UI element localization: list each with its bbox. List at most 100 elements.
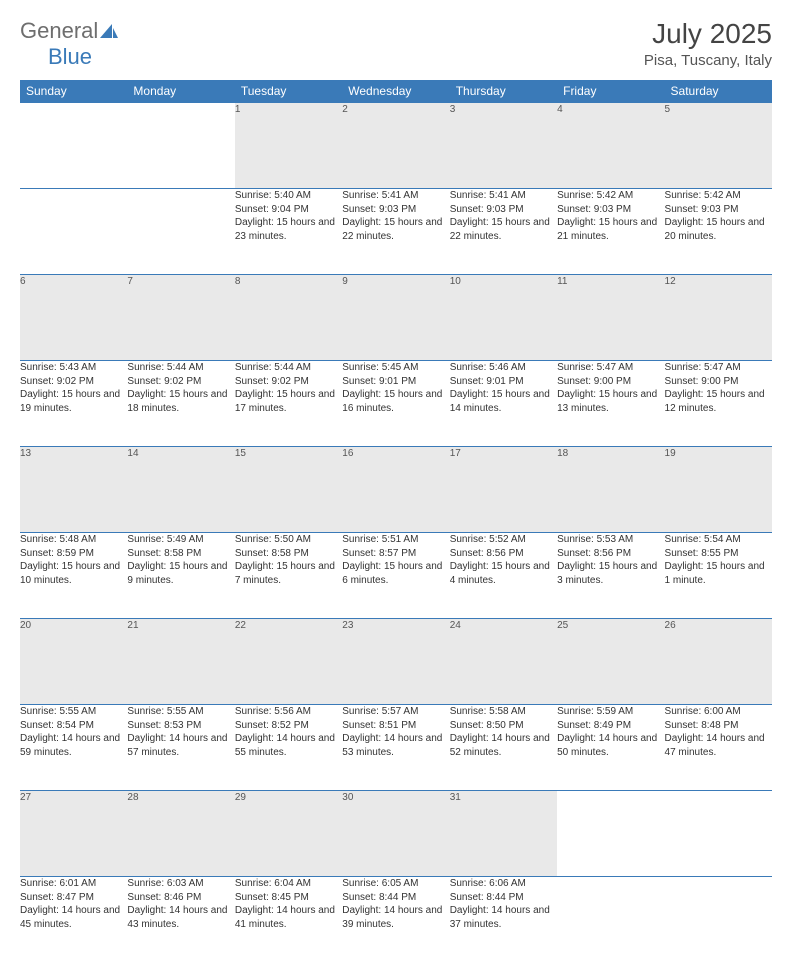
- day-cell: [557, 877, 664, 963]
- sunrise-line: Sunrise: 5:55 AM: [127, 705, 234, 719]
- day-content-row: Sunrise: 5:48 AMSunset: 8:59 PMDaylight:…: [20, 533, 772, 619]
- day-content-row: Sunrise: 5:55 AMSunset: 8:54 PMDaylight:…: [20, 705, 772, 791]
- sunset-line: Sunset: 8:44 PM: [450, 891, 557, 905]
- sunset-line: Sunset: 8:46 PM: [127, 891, 234, 905]
- day-cell: Sunrise: 5:42 AMSunset: 9:03 PMDaylight:…: [557, 189, 664, 275]
- day-cell: Sunrise: 5:53 AMSunset: 8:56 PMDaylight:…: [557, 533, 664, 619]
- day-number: 9: [342, 275, 449, 361]
- sunrise-line: Sunrise: 5:52 AM: [450, 533, 557, 547]
- day-cell: Sunrise: 5:41 AMSunset: 9:03 PMDaylight:…: [450, 189, 557, 275]
- sunrise-line: Sunrise: 5:45 AM: [342, 361, 449, 375]
- sunrise-line: Sunrise: 5:53 AM: [557, 533, 664, 547]
- day-number: 27: [20, 791, 127, 877]
- daylight-line: Daylight: 14 hours and 55 minutes.: [235, 732, 342, 759]
- daylight-line: Daylight: 15 hours and 1 minute.: [665, 560, 772, 587]
- day-cell: Sunrise: 5:42 AMSunset: 9:03 PMDaylight:…: [665, 189, 772, 275]
- sunrise-line: Sunrise: 5:41 AM: [450, 189, 557, 203]
- sunrise-line: Sunrise: 6:01 AM: [20, 877, 127, 891]
- daylight-line: Daylight: 14 hours and 50 minutes.: [557, 732, 664, 759]
- day-number: 12: [665, 275, 772, 361]
- col-friday: Friday: [557, 80, 664, 103]
- logo-sail-icon: [100, 18, 118, 32]
- daylight-line: Daylight: 15 hours and 12 minutes.: [665, 388, 772, 415]
- day-number-row: 6789101112: [20, 275, 772, 361]
- day-number: 5: [665, 103, 772, 189]
- page-subtitle: Pisa, Tuscany, Italy: [644, 52, 772, 69]
- sunset-line: Sunset: 9:03 PM: [342, 203, 449, 217]
- col-sunday: Sunday: [20, 80, 127, 103]
- day-number: 10: [450, 275, 557, 361]
- day-content-row: Sunrise: 5:40 AMSunset: 9:04 PMDaylight:…: [20, 189, 772, 275]
- day-cell: Sunrise: 5:54 AMSunset: 8:55 PMDaylight:…: [665, 533, 772, 619]
- sunrise-line: Sunrise: 5:47 AM: [665, 361, 772, 375]
- sunrise-line: Sunrise: 5:42 AM: [557, 189, 664, 203]
- daylight-line: Daylight: 15 hours and 14 minutes.: [450, 388, 557, 415]
- day-cell: Sunrise: 6:00 AMSunset: 8:48 PMDaylight:…: [665, 705, 772, 791]
- day-number: 23: [342, 619, 449, 705]
- day-cell: Sunrise: 5:47 AMSunset: 9:00 PMDaylight:…: [665, 361, 772, 447]
- day-cell: Sunrise: 5:48 AMSunset: 8:59 PMDaylight:…: [20, 533, 127, 619]
- day-cell: Sunrise: 5:43 AMSunset: 9:02 PMDaylight:…: [20, 361, 127, 447]
- sunset-line: Sunset: 9:03 PM: [665, 203, 772, 217]
- daylight-line: Daylight: 15 hours and 21 minutes.: [557, 216, 664, 243]
- sunset-line: Sunset: 9:02 PM: [235, 375, 342, 389]
- day-number: 28: [127, 791, 234, 877]
- daylight-line: Daylight: 14 hours and 43 minutes.: [127, 904, 234, 931]
- sunrise-line: Sunrise: 5:41 AM: [342, 189, 449, 203]
- day-number: 1: [235, 103, 342, 189]
- sunrise-line: Sunrise: 5:44 AM: [127, 361, 234, 375]
- day-content-row: Sunrise: 6:01 AMSunset: 8:47 PMDaylight:…: [20, 877, 772, 963]
- sunrise-line: Sunrise: 6:00 AM: [665, 705, 772, 719]
- day-cell: Sunrise: 6:03 AMSunset: 8:46 PMDaylight:…: [127, 877, 234, 963]
- sunrise-line: Sunrise: 6:04 AM: [235, 877, 342, 891]
- sunset-line: Sunset: 8:56 PM: [557, 547, 664, 561]
- day-cell: Sunrise: 5:45 AMSunset: 9:01 PMDaylight:…: [342, 361, 449, 447]
- sunset-line: Sunset: 8:59 PM: [20, 547, 127, 561]
- col-wednesday: Wednesday: [342, 80, 449, 103]
- sunrise-line: Sunrise: 5:59 AM: [557, 705, 664, 719]
- sunset-line: Sunset: 8:56 PM: [450, 547, 557, 561]
- day-number: 7: [127, 275, 234, 361]
- sunrise-line: Sunrise: 6:05 AM: [342, 877, 449, 891]
- day-cell: Sunrise: 5:57 AMSunset: 8:51 PMDaylight:…: [342, 705, 449, 791]
- daylight-line: Daylight: 14 hours and 47 minutes.: [665, 732, 772, 759]
- day-cell: Sunrise: 5:41 AMSunset: 9:03 PMDaylight:…: [342, 189, 449, 275]
- sunrise-line: Sunrise: 5:58 AM: [450, 705, 557, 719]
- daylight-line: Daylight: 15 hours and 16 minutes.: [342, 388, 449, 415]
- day-number: 26: [665, 619, 772, 705]
- day-number: 16: [342, 447, 449, 533]
- sunset-line: Sunset: 8:54 PM: [20, 719, 127, 733]
- sunrise-line: Sunrise: 6:06 AM: [450, 877, 557, 891]
- daylight-line: Daylight: 14 hours and 39 minutes.: [342, 904, 449, 931]
- day-number: [127, 103, 234, 189]
- day-number: 19: [665, 447, 772, 533]
- daylight-line: Daylight: 15 hours and 3 minutes.: [557, 560, 664, 587]
- day-number: 30: [342, 791, 449, 877]
- day-number: 15: [235, 447, 342, 533]
- daylight-line: Daylight: 15 hours and 18 minutes.: [127, 388, 234, 415]
- daylight-line: Daylight: 15 hours and 22 minutes.: [342, 216, 449, 243]
- daylight-line: Daylight: 14 hours and 53 minutes.: [342, 732, 449, 759]
- day-cell: [20, 189, 127, 275]
- daylight-line: Daylight: 14 hours and 57 minutes.: [127, 732, 234, 759]
- col-thursday: Thursday: [450, 80, 557, 103]
- sunrise-line: Sunrise: 5:55 AM: [20, 705, 127, 719]
- daylight-line: Daylight: 14 hours and 45 minutes.: [20, 904, 127, 931]
- day-number: 14: [127, 447, 234, 533]
- sunset-line: Sunset: 8:45 PM: [235, 891, 342, 905]
- day-number-row: 12345: [20, 103, 772, 189]
- day-number: [557, 791, 664, 877]
- day-number: 22: [235, 619, 342, 705]
- day-number: 18: [557, 447, 664, 533]
- day-number: 8: [235, 275, 342, 361]
- page-title: July 2025: [644, 18, 772, 50]
- sunrise-line: Sunrise: 5:47 AM: [557, 361, 664, 375]
- sunset-line: Sunset: 9:01 PM: [342, 375, 449, 389]
- daylight-line: Daylight: 15 hours and 17 minutes.: [235, 388, 342, 415]
- sunrise-line: Sunrise: 5:57 AM: [342, 705, 449, 719]
- day-cell: Sunrise: 6:01 AMSunset: 8:47 PMDaylight:…: [20, 877, 127, 963]
- day-number: 6: [20, 275, 127, 361]
- daylight-line: Daylight: 15 hours and 13 minutes.: [557, 388, 664, 415]
- sunset-line: Sunset: 8:52 PM: [235, 719, 342, 733]
- sunrise-line: Sunrise: 5:51 AM: [342, 533, 449, 547]
